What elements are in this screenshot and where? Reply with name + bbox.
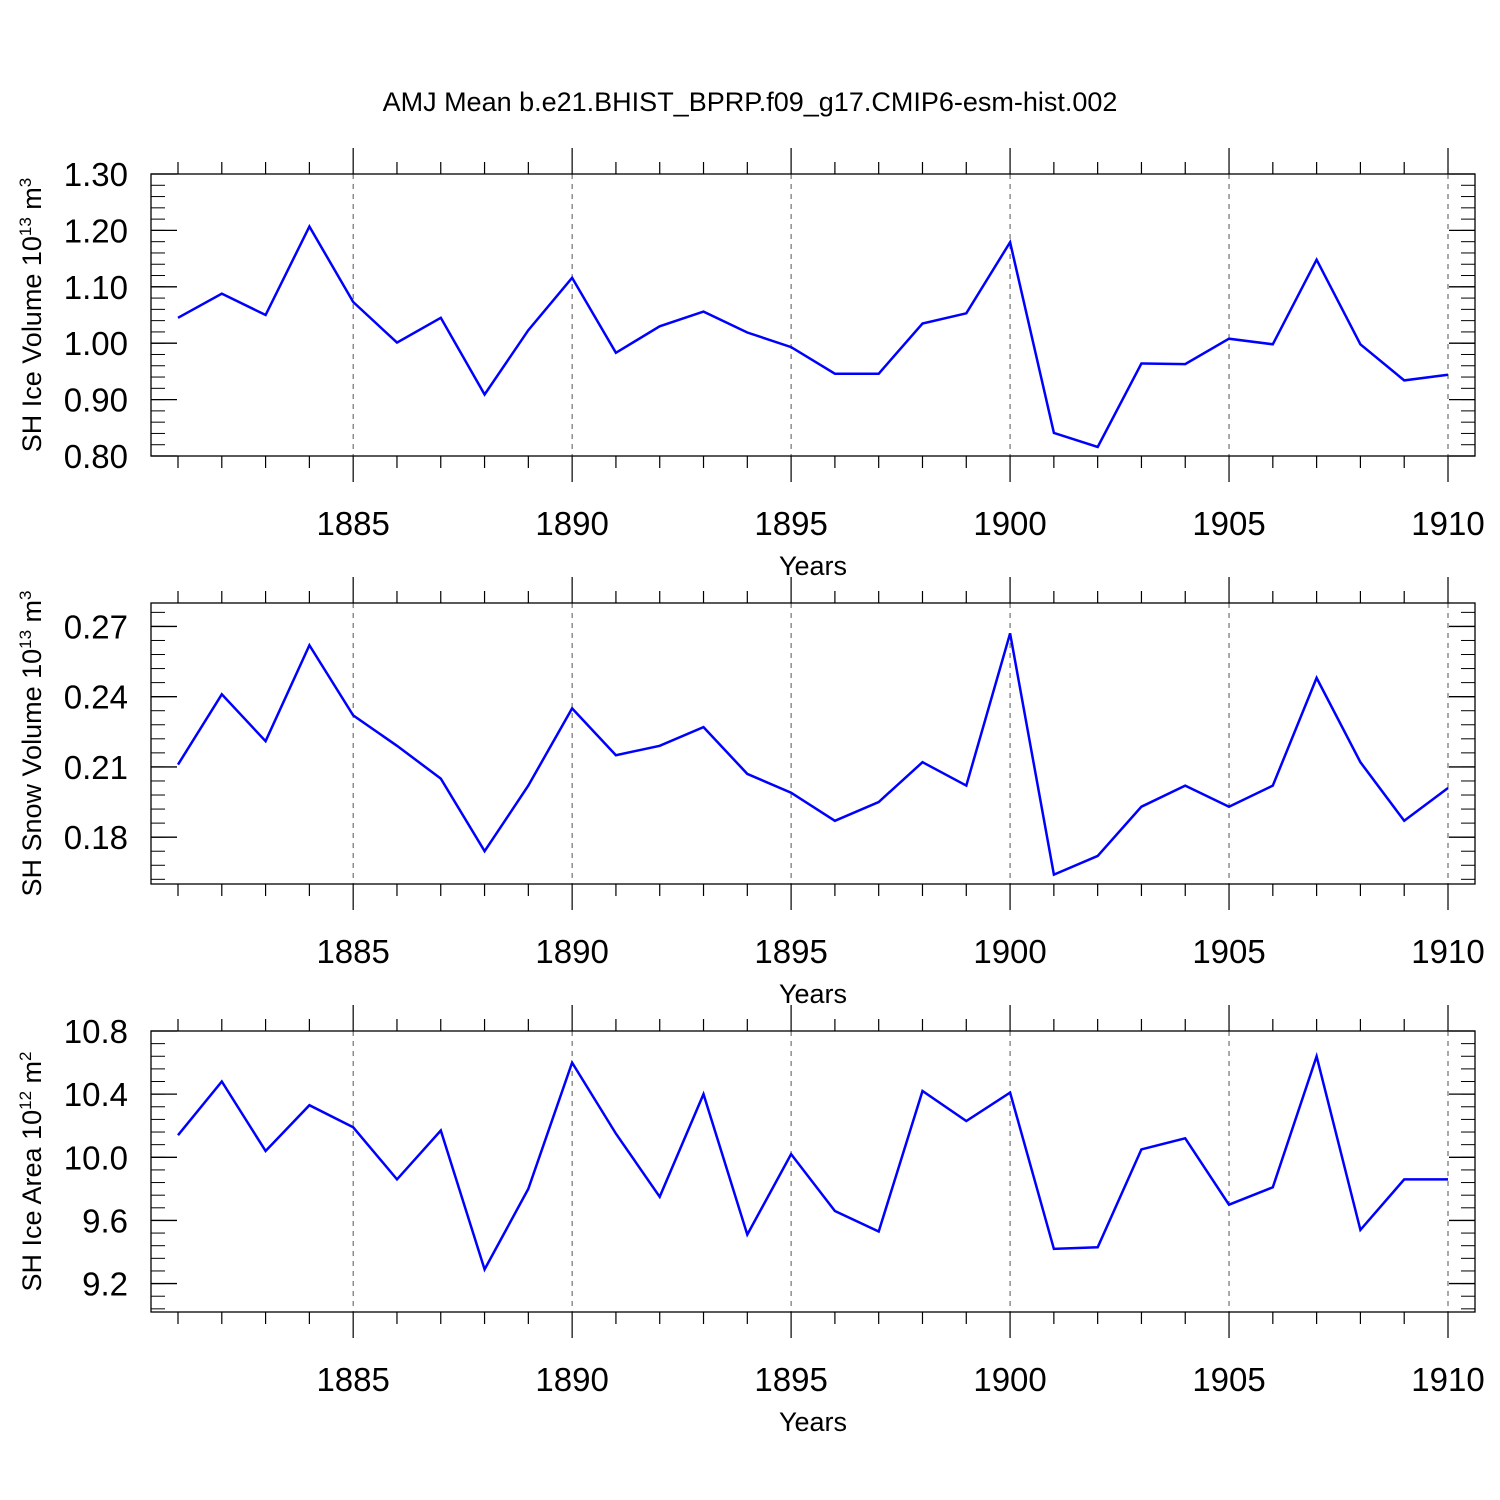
y-tick-label: 9.2 [82,1266,128,1303]
y-tick-label: 1.00 [64,325,128,362]
x-tick-label: 1905 [1192,933,1265,970]
x-tick-label: 1910 [1411,933,1484,970]
series-line [177,1051,1448,1273]
x-tick-label: 1895 [754,933,827,970]
x-tick-label: 1885 [316,1361,389,1398]
x-tick-label: 1905 [1192,1361,1265,1398]
x-tick-label: 1895 [754,1361,827,1398]
x-tick-label: 1900 [973,933,1046,970]
y-tick-label: 0.90 [64,382,128,419]
x-tick-label: 1900 [973,1361,1046,1398]
y-axis-label: SH Ice Area 1012 m2 [16,1052,47,1292]
x-tick-label: 1890 [535,1361,608,1398]
y-tick-label: 0.21 [64,749,128,786]
plot-frame [150,173,1476,457]
plot-frame [150,1030,1476,1313]
panel-2: 0.18 0.21 0.24 0.27 1885 1890 1895 1900 1905 1910… [16,577,1485,1009]
y-axis-label: SH Snow Volume 1013 m3 [16,590,47,896]
y-tick-label: 10.8 [64,1013,128,1050]
y-tick-label: 0.80 [64,438,128,475]
x-tick-label: 1885 [316,933,389,970]
x-tick-label: 1910 [1411,505,1484,542]
x-tick-label: 1885 [316,505,389,542]
x-axis-label: Years [779,551,847,581]
y-tick-label: 0.27 [64,608,128,645]
y-tick-label: 1.20 [64,212,128,249]
x-tick-label: 1910 [1411,1361,1484,1398]
y-axis-label: SH Ice Volume 1013 m3 [16,178,47,453]
x-axis-label: Years [779,979,847,1009]
plot-frame [150,602,1476,885]
series-line [176,633,1449,877]
x-tick-label: 1890 [535,505,608,542]
series-line [177,223,1449,449]
y-tick-label: 0.24 [64,679,128,716]
y-tick-label: 9.6 [82,1202,128,1239]
x-tick-label: 1895 [754,505,827,542]
y-tick-label: 0.18 [64,819,128,856]
x-tick-label: 1900 [973,505,1046,542]
y-tick-label: 1.10 [64,269,128,306]
panel-1: 0.80 0.90 1.00 1.10 1.20 1.30 1885 1890 1895 1900… [16,148,1485,581]
x-tick-label: 1905 [1192,505,1265,542]
y-tick-label: 10.4 [64,1076,128,1113]
x-axis-label: Years [779,1407,847,1437]
chart-title: AMJ Mean b.e21.BHIST_BPRP.f09_g17.CMIP6-… [383,87,1118,117]
panels: 0.80 0.90 1.00 1.10 1.20 1.30 1885 1890 1895 1900… [16,148,1485,1437]
y-tick-label: 1.30 [64,156,128,193]
x-tick-label: 1890 [535,933,608,970]
panel-3: 9.2 9.6 10.0 10.4 10.8 1885 1890 1895 1900 1905 19… [16,1005,1485,1437]
y-tick-label: 10.0 [64,1139,128,1176]
